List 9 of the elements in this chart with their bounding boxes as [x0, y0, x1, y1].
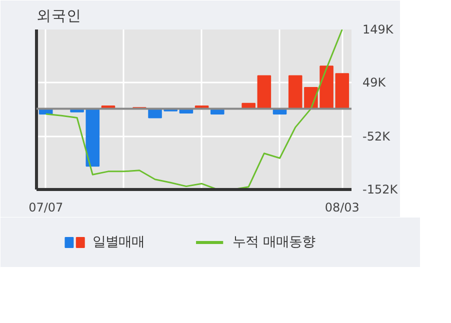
y-tick-label: 149K — [362, 22, 394, 36]
y-tick-label: -152K — [362, 182, 399, 196]
y-tick-label: -52K — [362, 129, 392, 144]
x-tick-label: 07/07 — [28, 200, 64, 214]
y-tick-label: 49K — [362, 76, 387, 90]
x-tick-label: 08/03 — [324, 200, 360, 214]
legend-label: 누적 매매동향 — [232, 235, 315, 250]
chart-title: 외국인 — [36, 8, 82, 24]
legend-label: 일별매매 — [92, 235, 144, 250]
